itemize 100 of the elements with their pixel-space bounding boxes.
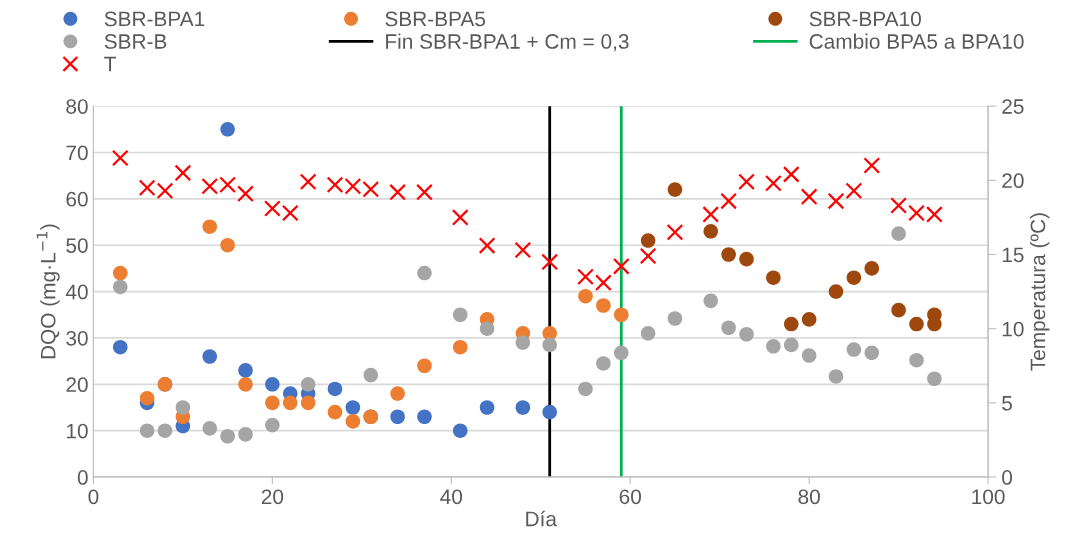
point [542, 337, 557, 353]
y2-tick-label: 15 [1002, 247, 1024, 263]
point [846, 270, 862, 285]
legend-label: Fin SBR-BPA1 + Cm = 0,3 [386, 33, 629, 52]
point [828, 369, 844, 384]
point [265, 377, 280, 392]
x-tick-label: 100 [972, 489, 1005, 505]
point [909, 316, 924, 332]
point [263, 200, 281, 217]
point [299, 173, 317, 191]
point [479, 321, 495, 336]
point [578, 381, 593, 397]
point [801, 312, 817, 327]
point [111, 149, 129, 167]
y-tick-label: 80 [66, 99, 88, 114]
point [515, 400, 531, 415]
point [667, 182, 683, 197]
point [175, 400, 191, 415]
point [281, 204, 299, 222]
point [202, 219, 218, 234]
point [238, 363, 253, 378]
point [156, 182, 174, 200]
x-tick-label: 60 [619, 489, 641, 505]
point [265, 417, 280, 433]
point [451, 209, 469, 226]
point [639, 247, 657, 265]
point [202, 349, 218, 364]
point [782, 165, 800, 183]
point [613, 345, 629, 361]
y-tick-label: 70 [66, 145, 88, 161]
point [890, 197, 908, 214]
point [846, 342, 862, 357]
point [666, 223, 684, 241]
point [417, 265, 432, 281]
point [174, 164, 192, 182]
y-axis-title: DQO (mg·L$^{−1}$) [36, 224, 60, 359]
point [390, 409, 405, 425]
point [157, 423, 173, 438]
y-tick-label: 50 [66, 238, 88, 253]
y2-axis-title: Temperatura (ºC) [1030, 213, 1050, 371]
y-tick-label: 10 [66, 423, 88, 439]
point [891, 302, 906, 318]
point [417, 358, 432, 374]
point [766, 270, 781, 285]
point [864, 345, 880, 361]
point [594, 274, 612, 292]
point [238, 377, 253, 392]
x-tick-label: 20 [261, 489, 284, 505]
point [720, 192, 738, 210]
point [640, 326, 656, 341]
point [800, 188, 818, 206]
point [640, 233, 656, 248]
point [345, 414, 361, 429]
point [864, 261, 880, 276]
point [702, 206, 720, 223]
point [739, 326, 754, 342]
point [612, 257, 630, 275]
point [783, 337, 799, 353]
point [363, 367, 379, 383]
point [237, 185, 254, 203]
legend-label: SBR-BPA5 [385, 11, 486, 27]
point [390, 386, 405, 401]
point [577, 268, 594, 286]
point [783, 316, 799, 332]
point [112, 265, 128, 281]
point [542, 404, 557, 420]
point [739, 251, 754, 267]
point [828, 284, 844, 299]
point [927, 371, 942, 387]
y-tick-label: 60 [66, 191, 88, 207]
point [417, 409, 432, 425]
point [891, 226, 906, 241]
point [596, 298, 611, 313]
x-tick-label: 0 [88, 489, 99, 505]
point [478, 237, 496, 254]
legend-label: T [104, 56, 116, 72]
point [515, 335, 531, 350]
y2-tick-label: 20 [1002, 173, 1024, 189]
y2-tick-label: 5 [1002, 396, 1012, 411]
point [721, 320, 736, 336]
y2-tick-label: 0 [1002, 470, 1013, 485]
point [220, 122, 235, 137]
legend-label: SBR-BPA10 [809, 11, 921, 27]
x-tick-label: 40 [440, 489, 463, 505]
point [827, 192, 845, 210]
point [613, 307, 629, 323]
point [238, 427, 253, 442]
x-axis-title: Día [526, 510, 557, 527]
point [327, 404, 343, 420]
point [541, 253, 559, 271]
point [138, 179, 156, 197]
point [452, 307, 468, 323]
point [667, 311, 683, 326]
point [738, 173, 755, 191]
point [300, 377, 316, 392]
point [345, 400, 361, 415]
point [479, 400, 495, 415]
point [766, 339, 781, 354]
point [112, 339, 128, 355]
y-tick-label: 30 [66, 330, 88, 346]
